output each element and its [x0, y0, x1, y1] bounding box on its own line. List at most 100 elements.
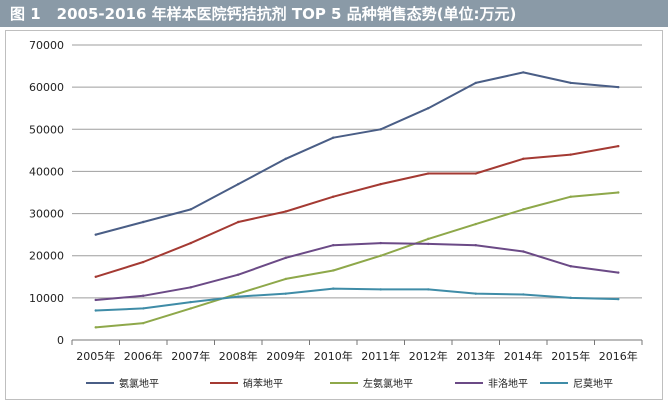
data-point	[427, 172, 430, 175]
data-point	[332, 269, 335, 272]
data-point	[379, 241, 382, 245]
data-point	[569, 296, 572, 300]
x-tick-label: 2014年	[504, 349, 543, 363]
y-tick-label: 20000	[29, 250, 64, 263]
data-point	[474, 292, 477, 295]
data-point	[522, 208, 525, 211]
series-line-2	[94, 145, 620, 278]
data-point	[379, 128, 382, 131]
chart-frame	[5, 30, 663, 400]
data-point	[189, 300, 192, 304]
data-point	[522, 71, 525, 74]
data-point	[142, 321, 145, 325]
y-tick-label: 10000	[29, 292, 64, 305]
y-tick-label: 40000	[29, 165, 64, 178]
data-point	[237, 182, 240, 186]
data-point	[474, 243, 477, 247]
x-tick-label: 2016年	[599, 349, 638, 363]
data-point	[237, 220, 240, 224]
data-point	[94, 326, 97, 329]
data-point	[569, 153, 572, 156]
data-point	[237, 273, 240, 276]
legend-label: 硝苯地平	[243, 377, 283, 390]
data-point	[427, 237, 430, 241]
data-point	[142, 307, 145, 310]
y-tick-label: 30000	[29, 208, 64, 221]
x-tick-label: 2005年	[76, 349, 115, 363]
data-point	[284, 256, 287, 260]
data-point	[427, 107, 430, 110]
data-point	[332, 136, 335, 139]
data-point	[474, 172, 477, 175]
data-point	[284, 157, 287, 160]
data-point	[617, 191, 620, 194]
data-point	[94, 233, 97, 236]
x-tick-label: 2009年	[266, 349, 305, 363]
data-point	[142, 220, 145, 224]
data-point	[332, 195, 335, 198]
y-tick-label: 60000	[29, 81, 64, 94]
data-point	[569, 265, 572, 268]
data-point	[617, 271, 620, 274]
data-point	[474, 222, 477, 226]
x-tick-label: 2011年	[361, 349, 400, 363]
figure-label: 图 1	[10, 5, 41, 23]
legend-label: 尼莫地平	[573, 377, 613, 390]
data-point	[569, 195, 572, 198]
series-line-5	[94, 287, 620, 312]
data-point	[379, 182, 382, 186]
data-point	[94, 309, 97, 312]
data-point	[94, 298, 97, 302]
x-tick-label: 2015年	[551, 349, 590, 363]
legend: 氨氯地平 硝苯地平 左氨氯地平 非洛地平 尼莫地平	[86, 377, 613, 390]
series-line-1	[94, 71, 620, 236]
x-tick-label: 2008年	[219, 349, 258, 363]
data-point	[142, 294, 145, 297]
data-point	[94, 275, 97, 278]
data-point	[237, 292, 240, 295]
x-tick-label: 2013年	[456, 349, 495, 363]
data-point	[379, 254, 382, 257]
data-point	[189, 307, 192, 310]
data-point	[379, 288, 382, 291]
data-point	[189, 241, 192, 245]
data-point	[284, 210, 287, 213]
x-tick-label: 2006年	[124, 349, 163, 363]
data-point	[522, 293, 525, 296]
legend-label: 氨氯地平	[119, 377, 159, 390]
x-tick-label: 2007年	[171, 349, 210, 363]
data-point	[427, 242, 430, 246]
legend-label: 非洛地平	[488, 377, 528, 390]
data-point	[617, 144, 620, 148]
data-point	[284, 277, 287, 281]
data-point	[189, 208, 192, 211]
legend-label: 左氨氯地平	[363, 377, 413, 390]
data-point	[617, 297, 620, 301]
series-line-3	[94, 191, 620, 329]
series-lines	[94, 71, 620, 329]
data-point	[332, 243, 335, 247]
data-point	[142, 260, 145, 264]
y-tick-label: 70000	[29, 39, 64, 52]
axes: 0 10000 20000 30000 40000 50000 60000 70000 2005…	[29, 39, 643, 363]
data-point	[569, 81, 572, 85]
data-point	[427, 288, 430, 291]
data-point	[522, 250, 525, 253]
data-point	[474, 81, 477, 85]
data-point	[189, 286, 192, 289]
data-point	[284, 292, 287, 295]
series-line-4	[94, 242, 620, 301]
data-point	[522, 157, 525, 160]
y-tick-label: 50000	[29, 123, 64, 136]
data-point	[237, 295, 240, 298]
x-tick-label: 2010年	[314, 349, 353, 363]
data-point	[617, 85, 620, 89]
y-tick-label: 0	[57, 334, 64, 347]
title-bar: 图 1 2005-2016 年样本医院钙拮抗剂 TOP 5 品种销售态势(单位:…	[0, 0, 668, 27]
x-tick-label: 2012年	[409, 349, 448, 363]
chart-title: 2005-2016 年样本医院钙拮抗剂 TOP 5 品种销售态势(单位:万元)	[56, 5, 517, 23]
gridlines	[72, 44, 642, 299]
data-point	[332, 287, 335, 290]
